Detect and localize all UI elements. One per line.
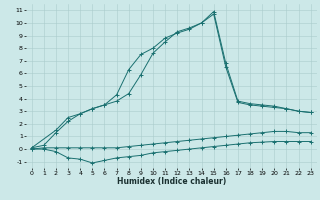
X-axis label: Humidex (Indice chaleur): Humidex (Indice chaleur) — [116, 177, 226, 186]
